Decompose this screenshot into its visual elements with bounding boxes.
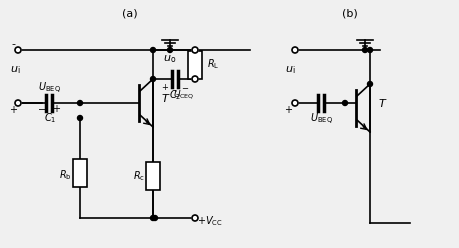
Text: -: - [11, 39, 15, 49]
Circle shape [192, 215, 198, 221]
Circle shape [151, 216, 156, 220]
Circle shape [152, 216, 157, 220]
Circle shape [151, 48, 156, 53]
Text: $u_{\mathrm{i}}$: $u_{\mathrm{i}}$ [10, 64, 20, 76]
Circle shape [368, 82, 373, 87]
Text: $U_{\mathrm{CEQ}}$: $U_{\mathrm{CEQ}}$ [173, 89, 195, 101]
Text: $+$: $+$ [52, 102, 62, 114]
Circle shape [15, 100, 21, 106]
Text: $R_{\mathrm{L}}$: $R_{\mathrm{L}}$ [207, 58, 219, 71]
Text: (b): (b) [342, 8, 358, 18]
Circle shape [192, 76, 198, 82]
Text: $-$: $-$ [38, 103, 46, 113]
Text: +: + [284, 105, 292, 115]
Text: $R_{\mathrm{c}}$: $R_{\mathrm{c}}$ [133, 169, 145, 183]
Text: $C_{1}$: $C_{1}$ [44, 111, 56, 125]
Circle shape [292, 100, 298, 106]
Bar [146, 162, 160, 190]
Text: (a): (a) [122, 8, 138, 18]
Circle shape [151, 76, 156, 82]
Text: $-$: $-$ [181, 83, 189, 92]
Circle shape [192, 47, 198, 53]
Circle shape [168, 48, 173, 53]
Text: $C_{2}$: $C_{2}$ [169, 88, 181, 102]
Text: $+$: $+$ [161, 82, 169, 92]
Circle shape [292, 47, 298, 53]
Text: +: + [9, 105, 17, 115]
Circle shape [78, 100, 83, 105]
Text: $U_{\mathrm{BEQ}}$: $U_{\mathrm{BEQ}}$ [310, 111, 334, 126]
Circle shape [368, 48, 373, 53]
Circle shape [342, 100, 347, 105]
Circle shape [78, 116, 83, 121]
Text: $T$: $T$ [161, 92, 171, 104]
Text: $u_{\mathrm{o}}$: $u_{\mathrm{o}}$ [163, 54, 177, 65]
Text: $T$: $T$ [378, 97, 388, 109]
Text: $+V_{\mathrm{CC}}$: $+V_{\mathrm{CC}}$ [197, 214, 223, 228]
Circle shape [15, 47, 21, 53]
Circle shape [363, 48, 368, 53]
Text: $u_{\mathrm{i}}$: $u_{\mathrm{i}}$ [285, 64, 295, 76]
Text: $R_{\mathrm{b}}$: $R_{\mathrm{b}}$ [59, 168, 71, 182]
Bar [73, 159, 87, 187]
Text: $U_{\mathrm{BEQ}}$: $U_{\mathrm{BEQ}}$ [39, 80, 62, 95]
Bar [188, 51, 202, 79]
